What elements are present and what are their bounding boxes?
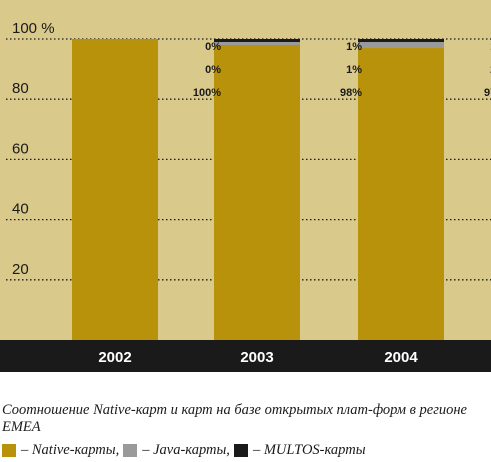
legend-item-native: – Native-карты, [2, 442, 119, 459]
bar-2004-series-0 [358, 48, 444, 340]
bar-2004-series-1 [358, 42, 444, 49]
y-tick-label-40: 40 [12, 201, 29, 218]
data-label-2003-series-0: 98% [340, 87, 362, 99]
bar-2002-series-0 [72, 39, 158, 340]
data-labels: 0%0%100%1%1%98%1%2%97% [193, 41, 491, 99]
legend-swatch-native [2, 443, 16, 457]
category-label-2003: 2003 [240, 349, 273, 366]
data-label-2002-series-2: 0% [205, 41, 221, 53]
data-label-2003-series-2: 1% [346, 41, 362, 53]
legend-label-java: – Java-карты, [142, 441, 230, 458]
bar-2003-series-0 [214, 45, 300, 341]
y-axis-ticks: 100 % 80 60 40 20 [12, 20, 55, 278]
bars [72, 39, 444, 341]
y-tick-label-20: 20 [12, 261, 29, 278]
x-axis-categories: 2002 2003 2004 [98, 349, 418, 366]
chart-caption: Соотношение Native-карт и карт на базе о… [2, 402, 467, 435]
y-tick-label-60: 60 [12, 140, 29, 157]
legend-item-java: – Java-карты, [123, 442, 230, 459]
legend-label-multos: – MULTOS-карты [252, 441, 366, 458]
category-label-2004: 2004 [384, 349, 418, 366]
data-label-2004-series-0: 97% [484, 87, 491, 99]
y-tick-label-100: 100 % [12, 20, 55, 37]
y-tick-label-80: 80 [12, 80, 29, 97]
bar-2003-series-2 [214, 39, 300, 43]
data-label-2002-series-0: 100% [193, 87, 221, 99]
data-label-2003-series-1: 1% [346, 64, 362, 76]
legend-swatch-multos [233, 443, 248, 457]
bar-2004-series-2 [358, 39, 444, 43]
bar-2003-series-1 [214, 42, 300, 46]
legend: – Native-карты, – Java-карты, – MULTOS-к… [2, 441, 370, 459]
category-band [0, 340, 491, 372]
data-label-2002-series-1: 0% [205, 64, 221, 76]
legend-swatch-java [123, 443, 138, 457]
legend-item-multos: – MULTOS-карты [233, 441, 366, 459]
category-label-2002: 2002 [98, 349, 131, 366]
legend-label-native: – Native-карты, [21, 441, 120, 458]
